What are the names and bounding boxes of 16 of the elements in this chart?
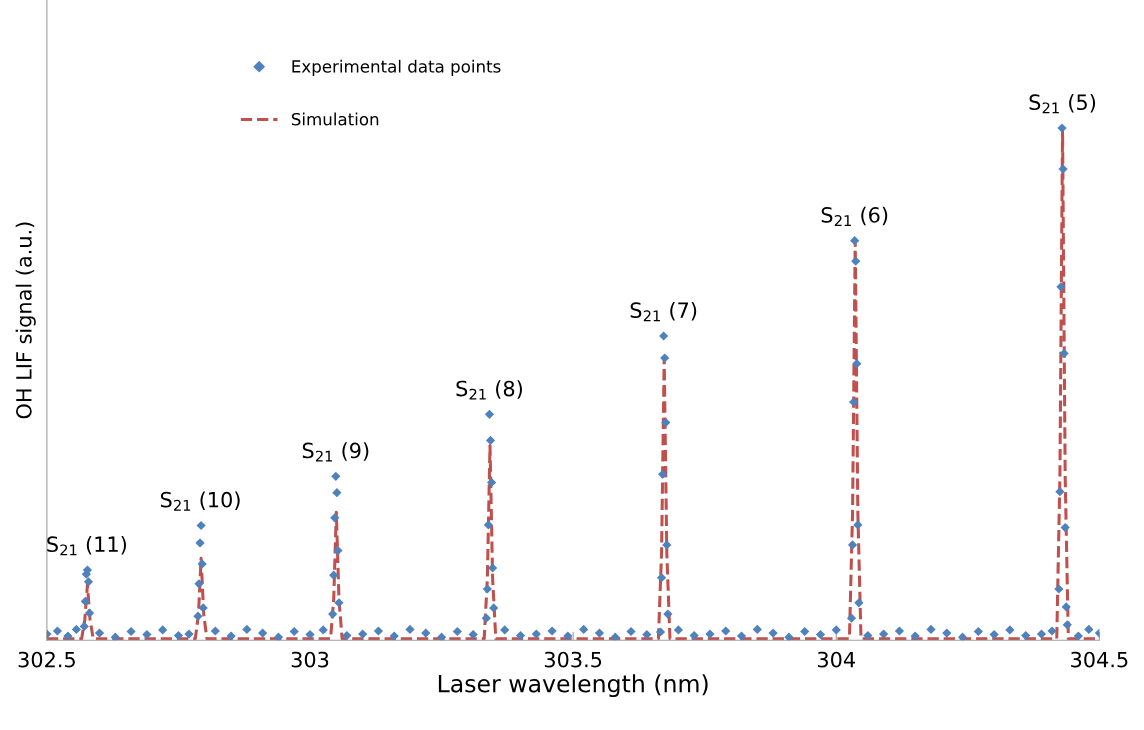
x-tick-label: 303.5 xyxy=(544,651,602,668)
annotation: S$_{21}$ (8) xyxy=(456,380,522,400)
legend-label: Experimental data points xyxy=(292,59,501,76)
annotation: S$_{21}$ (9) xyxy=(302,442,369,462)
annotation: S$_{21}$ (5) xyxy=(1029,93,1096,114)
x-axis-title: Laser wavelength (nm) xyxy=(438,674,708,698)
annotation: S$_{21}$ (11) xyxy=(47,535,126,556)
annotation: S$_{21}$ (7) xyxy=(630,301,697,322)
legend-label: Simulation xyxy=(291,112,379,126)
annotation: S$_{21}$ (10) xyxy=(160,491,240,511)
annotation: S$_{21}$ (6) xyxy=(821,206,888,226)
x-tick-label: 303 xyxy=(291,651,329,668)
y-axis-title: OH LIF signal (a.u.) xyxy=(15,222,36,419)
x-tick-label: 302.5 xyxy=(18,651,75,668)
x-tick-label: 304 xyxy=(817,651,855,668)
x-tick-label: 304.5 xyxy=(1071,651,1128,668)
